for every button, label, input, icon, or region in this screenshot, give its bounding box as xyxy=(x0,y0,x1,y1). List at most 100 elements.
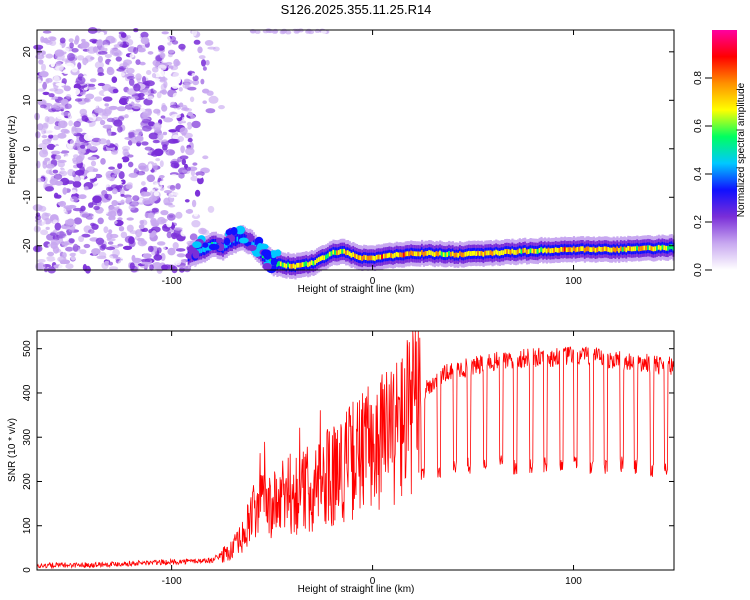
noise-speckle xyxy=(140,31,149,39)
noise-speckle xyxy=(111,98,118,104)
noise-speckle xyxy=(148,163,153,171)
carrier-cell xyxy=(381,254,384,260)
carrier-cell xyxy=(299,262,302,268)
carrier-cell xyxy=(571,247,574,253)
noise-speckle xyxy=(74,98,83,102)
noise-speckle xyxy=(175,248,186,252)
carrier-cell xyxy=(345,250,348,256)
noise-speckle xyxy=(167,65,174,70)
noise-speckle xyxy=(63,210,68,217)
noise-speckle xyxy=(153,191,159,197)
noise-speckle xyxy=(147,245,154,253)
noise-speckle xyxy=(168,129,177,133)
noise-speckle xyxy=(106,31,112,36)
noise-speckle xyxy=(73,120,81,128)
carrier-cell xyxy=(495,249,498,255)
carrier-cell xyxy=(506,249,509,254)
noise-speckle xyxy=(115,157,124,164)
carrier-cell xyxy=(643,245,646,251)
colorbar-label: Normalized spectral amplitude xyxy=(736,82,747,217)
noise-speckle xyxy=(43,122,49,129)
noise-speckle xyxy=(97,51,108,55)
noise-speckle xyxy=(41,212,49,221)
carrier-cell xyxy=(574,247,577,253)
noise-speckle xyxy=(77,62,82,70)
noise-speckle xyxy=(156,241,166,246)
noise-speckle xyxy=(119,204,126,211)
carrier-cell xyxy=(542,248,545,254)
noise-speckle xyxy=(128,161,134,168)
noise-speckle xyxy=(159,160,164,168)
noise-speckle xyxy=(83,133,94,141)
carrier-cell xyxy=(605,246,608,252)
noise-speckle xyxy=(94,61,104,69)
noise-speckle xyxy=(39,200,46,206)
carrier-cell xyxy=(464,251,467,257)
noise-speckle xyxy=(106,255,114,261)
noise-speckle xyxy=(39,71,49,78)
carrier-cell xyxy=(332,249,335,255)
noise-speckle xyxy=(102,210,109,215)
noise-speckle xyxy=(159,52,166,59)
noise-speckle xyxy=(144,146,153,151)
carrier-cell xyxy=(621,247,624,252)
carrier-cell xyxy=(412,251,415,256)
carrier-cell xyxy=(440,251,444,257)
noise-speckle xyxy=(46,116,56,125)
noise-speckle xyxy=(178,87,183,92)
carrier-cell xyxy=(656,245,659,251)
noise-speckle xyxy=(127,125,134,132)
noise-speckle xyxy=(126,67,135,74)
carrier-cell xyxy=(522,248,525,254)
carrier-cell xyxy=(200,248,203,254)
carrier-cell xyxy=(390,253,393,258)
noise-speckle xyxy=(71,48,79,53)
noise-speckle xyxy=(64,103,72,110)
carrier-cell xyxy=(554,247,557,253)
noise-speckle xyxy=(131,254,136,262)
noise-speckle xyxy=(109,60,116,68)
noise-speckle xyxy=(165,61,173,66)
carrier-cell xyxy=(475,251,478,256)
carrier-cell xyxy=(545,248,548,254)
carrier-cell xyxy=(426,251,429,256)
carrier-cell xyxy=(639,246,642,251)
noise-speckle xyxy=(185,147,195,156)
carrier-cell xyxy=(388,252,391,258)
carrier-cell xyxy=(663,245,666,251)
carrier-cell xyxy=(350,252,353,258)
noise-speckle xyxy=(40,104,47,109)
carrier-cell xyxy=(657,244,661,250)
noise-speckle xyxy=(110,37,117,44)
carrier-cell xyxy=(652,246,655,252)
noise-speckle xyxy=(151,188,156,192)
carrier-cell xyxy=(370,255,373,261)
carrier-cell xyxy=(668,244,671,250)
noise-speckle xyxy=(171,114,181,119)
noise-speckle xyxy=(78,194,87,200)
noise-speckle xyxy=(148,121,155,127)
noise-speckle xyxy=(178,70,186,74)
noise-speckle xyxy=(45,223,55,228)
noise-speckle xyxy=(191,120,201,129)
noise-speckle xyxy=(120,199,125,205)
carrier-cell xyxy=(424,250,427,256)
spectrogram-x-label: Height of straight line (km) xyxy=(298,284,415,295)
noise-speckle xyxy=(82,57,89,66)
carrier-cell xyxy=(453,252,456,258)
carrier-cell xyxy=(451,251,454,257)
carrier-cell xyxy=(377,254,380,260)
noise-speckle xyxy=(192,79,200,86)
noise-speckle xyxy=(102,124,113,129)
noise-speckle xyxy=(108,106,118,111)
noise-speckle xyxy=(191,199,197,208)
noise-speckle xyxy=(167,68,172,75)
carrier-cell xyxy=(198,248,201,254)
noise-speckle xyxy=(47,251,55,257)
carrier-cell xyxy=(415,251,418,257)
snr-panel: -100 0 100 0 100 200 300 400 500 Height of strai… xyxy=(7,330,675,595)
colorbar-tick-label: 0.6 xyxy=(693,119,704,133)
noise-speckle xyxy=(69,252,77,257)
noise-speckle xyxy=(38,143,48,149)
